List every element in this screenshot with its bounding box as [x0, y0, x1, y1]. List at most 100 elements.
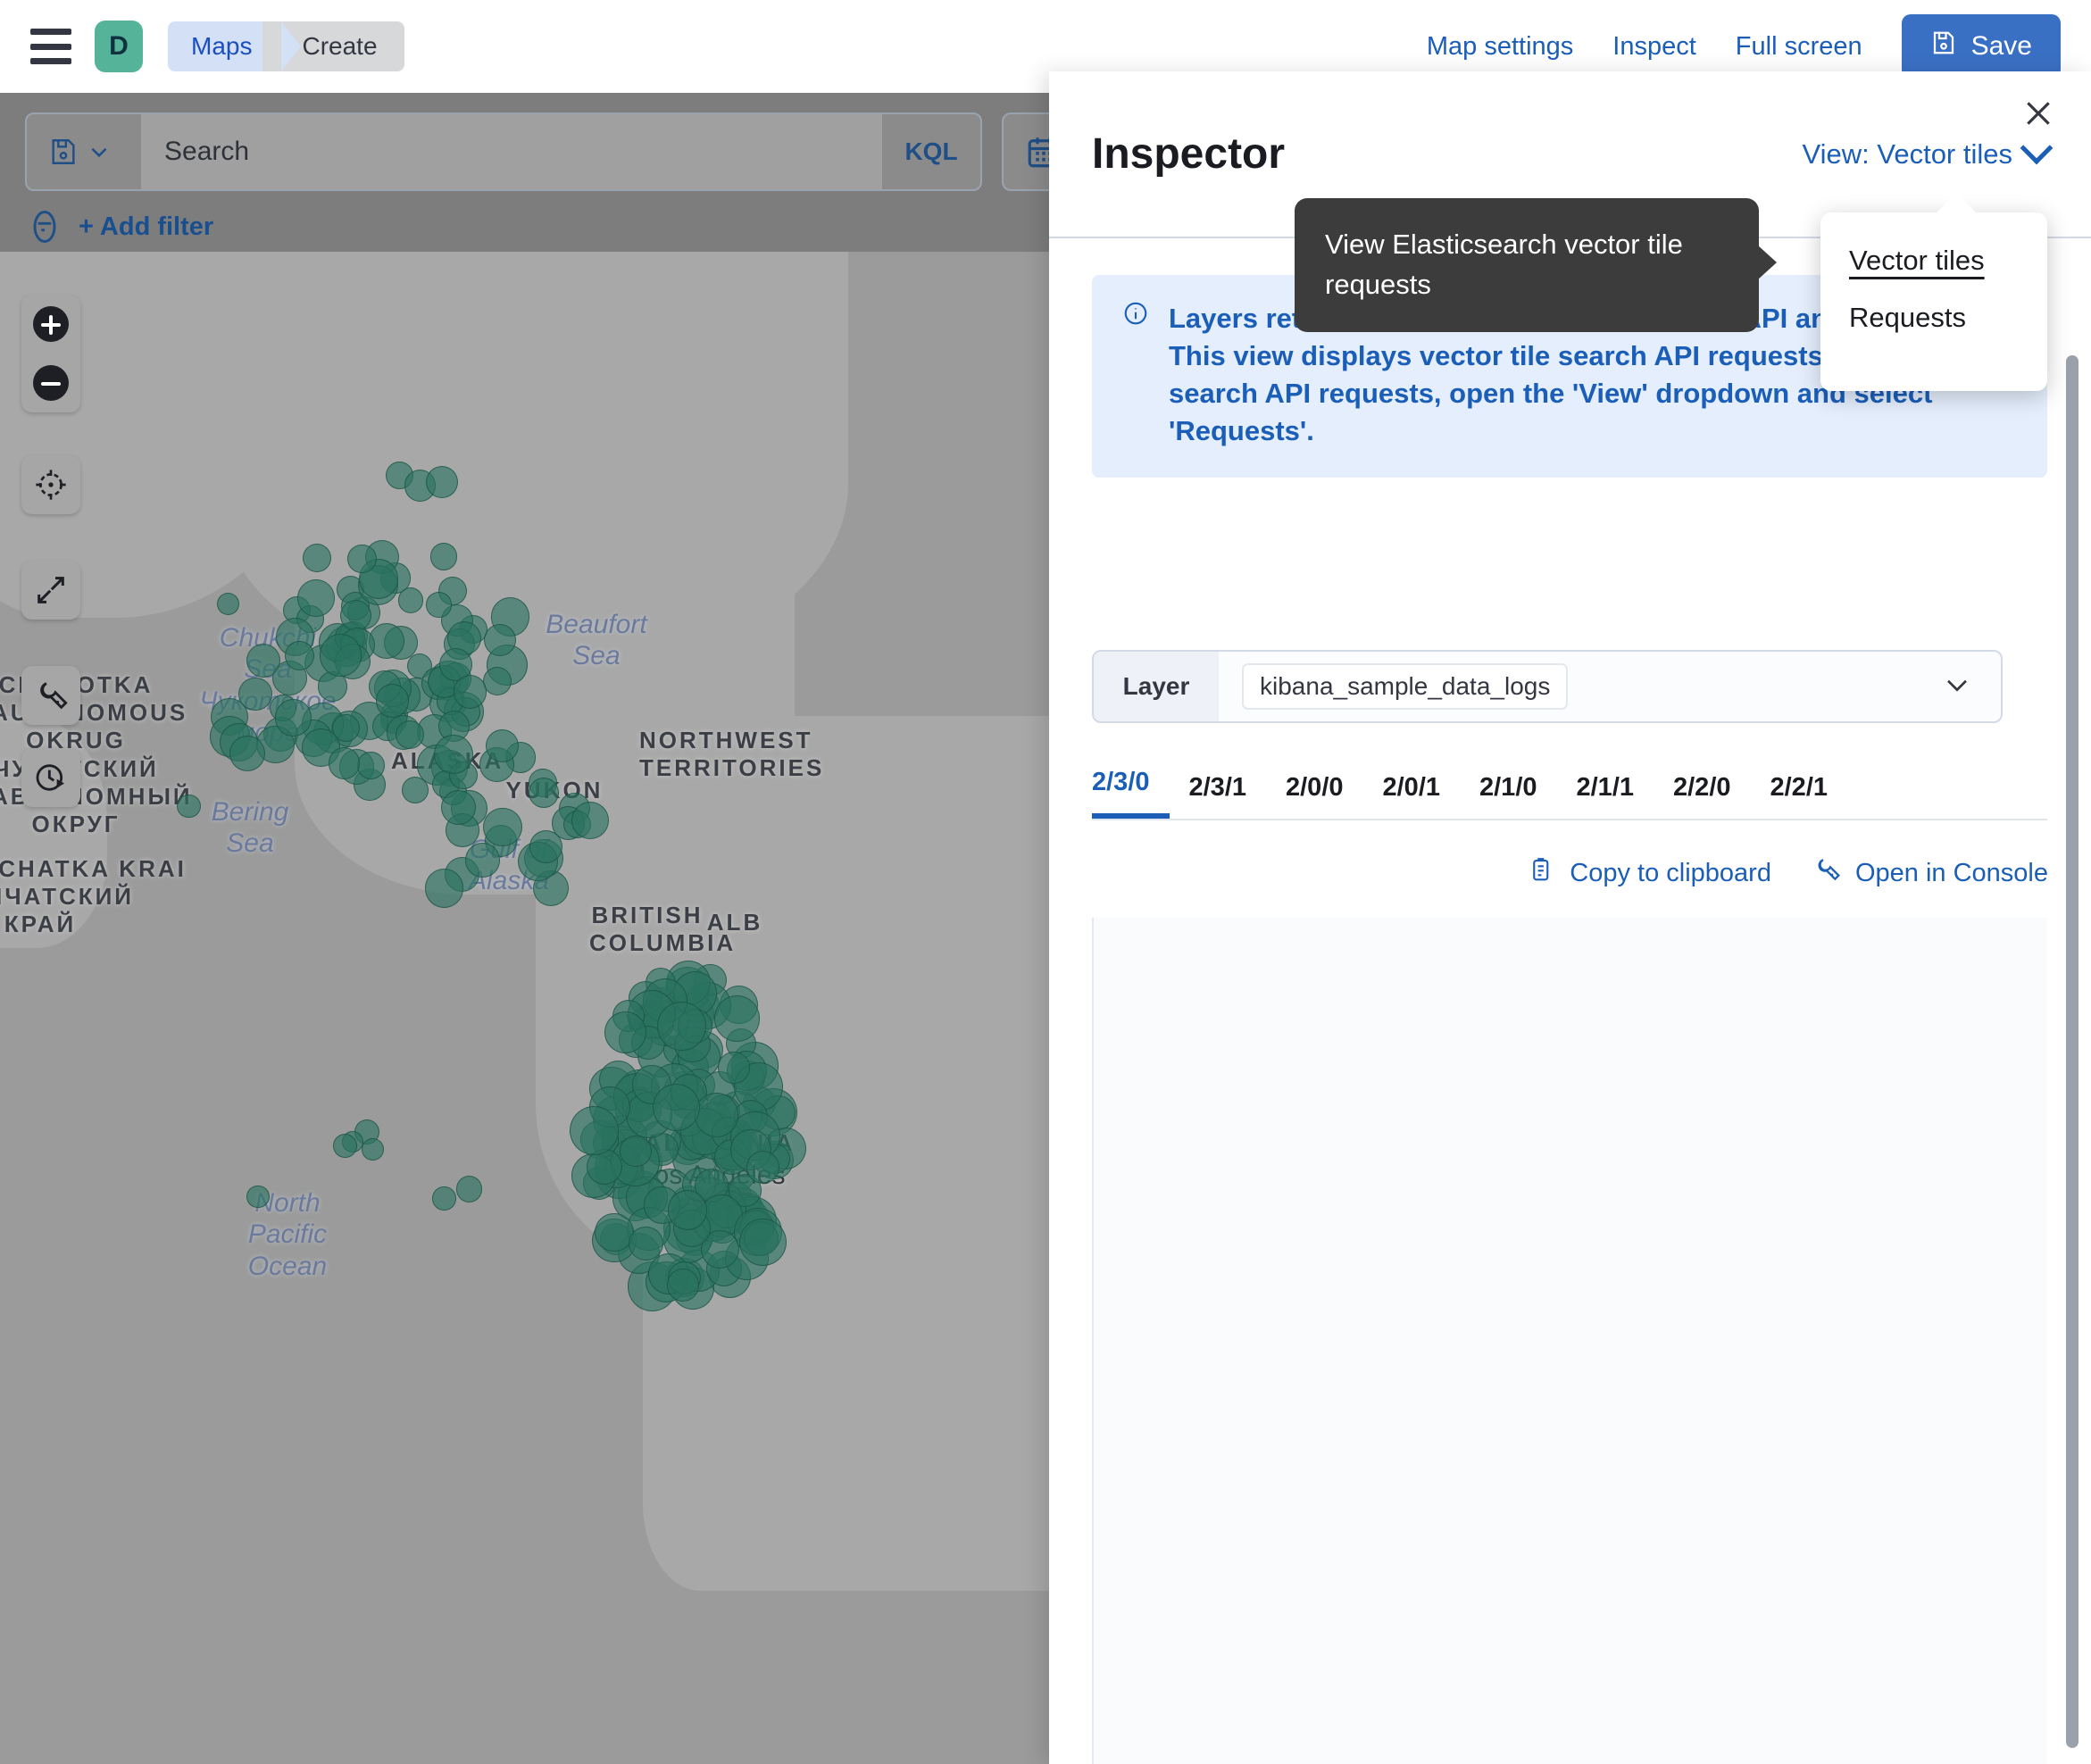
tile-tab-2-1-0[interactable]: 2/1/0 [1479, 773, 1537, 802]
query-language-button[interactable]: KQL [904, 137, 958, 165]
map-data-point [395, 720, 425, 750]
view-menu-item-vector-tiles[interactable]: Vector tiles [1849, 245, 1985, 276]
map-tools-button[interactable] [21, 666, 80, 725]
map-data-point [713, 994, 761, 1042]
view-menu-item-requests[interactable]: Requests [1849, 302, 1966, 333]
info-circle-icon [1122, 300, 1149, 451]
tile-tab-2-2-0[interactable]: 2/2/0 [1673, 773, 1731, 802]
chevron-down-icon [91, 147, 107, 158]
map-data-point [666, 1269, 700, 1302]
inspector-flyout: Inspector View: Vector tiles Layers retr… [1049, 71, 2091, 1764]
view-selector-tooltip: View Elasticsearch vector tile requests [1295, 198, 1777, 332]
zoom-in-button[interactable] [21, 295, 80, 354]
map-data-point [570, 1106, 620, 1156]
map-data-point [333, 1134, 357, 1159]
map-data-point [425, 466, 458, 498]
top-nav-actions: Map settings Inspect Full screen Save [1427, 14, 2091, 79]
tile-tab-2-0-1[interactable]: 2/0/1 [1382, 773, 1441, 802]
map-data-point [297, 579, 335, 617]
map-data-point [429, 543, 458, 570]
filter-icon[interactable] [25, 207, 64, 246]
map-data-point [652, 1084, 701, 1132]
map-data-point [620, 1136, 652, 1168]
layer-label: Layer [1094, 652, 1219, 721]
page-title: Inspector [1092, 130, 1286, 178]
map-data-point [718, 1052, 750, 1084]
map-data-point [455, 1176, 483, 1202]
map-data-point [375, 684, 409, 718]
plus-circle-icon [33, 306, 69, 342]
flyout-scrollbar[interactable] [2066, 355, 2079, 1748]
query-bar-row: Search KQL + Add filter [0, 93, 1049, 252]
breadcrumb: Maps Create [168, 21, 404, 71]
zoom-out-button[interactable] [21, 354, 80, 412]
map-data-point [303, 544, 332, 573]
chevron-down-icon [1942, 670, 1972, 704]
search-bar[interactable]: Search KQL [25, 112, 982, 191]
inspect-link[interactable]: Inspect [1612, 31, 1696, 61]
clock-play-icon [21, 748, 80, 807]
map-data-point [361, 1138, 384, 1161]
tile-tab-2-1-1[interactable]: 2/1/1 [1576, 773, 1635, 802]
map-data-point [656, 1001, 706, 1051]
map-data-point [529, 829, 563, 863]
code-actions: Copy to clipboard Open in Console [1529, 855, 2048, 891]
request-code-block[interactable] [1092, 918, 2047, 1764]
open-in-console-label: Open in Console [1854, 858, 2048, 887]
copy-to-clipboard-label: Copy to clipboard [1570, 858, 1771, 887]
view-selector-label: View: Vector tiles [1802, 137, 2012, 170]
zoom-controls [21, 295, 80, 412]
timeslider-button[interactable] [21, 748, 80, 807]
map-data-point [238, 677, 272, 711]
map-data-point [425, 869, 464, 908]
calendar-icon[interactable] [1002, 112, 1049, 191]
map-data-point [595, 1212, 634, 1252]
clipboard-icon [1529, 855, 1555, 891]
layer-selector[interactable]: Layer kibana_sample_data_logs [1092, 650, 2003, 723]
layer-value: kibana_sample_data_logs [1242, 663, 1569, 710]
map-data-point [628, 1226, 663, 1261]
map-data-point [746, 1151, 780, 1185]
save-query-icon[interactable] [27, 114, 141, 189]
close-icon[interactable] [2016, 91, 2061, 136]
tile-tab-2-3-1[interactable]: 2/3/1 [1188, 773, 1247, 802]
save-button-label: Save [1970, 31, 2032, 61]
fullscreen-map-button[interactable] [21, 561, 80, 620]
tile-tab-2-3-0[interactable]: 2/3/0 [1092, 768, 1170, 819]
map-data-point [738, 1218, 787, 1266]
map-data-point [274, 699, 312, 736]
map-canvas[interactable]: Chukchi Sea Чукотское мореBeaufort SeaBe… [0, 252, 1049, 1764]
search-input[interactable]: Search [141, 114, 882, 189]
breadcrumb-maps-label: Maps [191, 32, 253, 60]
tile-tab-2-2-1[interactable]: 2/2/1 [1770, 773, 1829, 802]
map-settings-link[interactable]: Map settings [1426, 31, 1574, 61]
add-filter-button[interactable]: + Add filter [79, 212, 214, 241]
view-dropdown-menu: Vector tiles Requests [1820, 193, 2047, 391]
map-data-point [434, 734, 474, 774]
map-data-point [694, 1093, 739, 1137]
top-chrome-bar: D Maps Create Map settings Inspect Full … [0, 0, 2091, 93]
request-code-text [1094, 918, 2047, 937]
view-selector-button[interactable]: View: Vector tiles [1802, 131, 2054, 171]
breadcrumb-create-label: Create [302, 32, 378, 60]
map-data-point [529, 777, 560, 808]
save-button[interactable]: Save [1901, 14, 2061, 79]
hamburger-menu-icon[interactable] [30, 29, 71, 64]
map-data-point [346, 544, 377, 574]
map-data-point [700, 1229, 739, 1269]
copy-to-clipboard-button[interactable]: Copy to clipboard [1529, 855, 1771, 891]
tile-tab-2-0-0[interactable]: 2/0/0 [1286, 773, 1344, 802]
map-data-point [319, 634, 362, 677]
map-data-point [465, 843, 500, 878]
map-label: North Pacific Ocean [247, 1188, 328, 1281]
fit-to-data-button[interactable] [21, 455, 80, 514]
map-data-point [357, 752, 385, 779]
map-data-point [246, 1185, 270, 1209]
map-data-point [484, 624, 517, 657]
open-in-console-button[interactable]: Open in Console [1812, 855, 2048, 891]
map-data-point [397, 587, 424, 613]
avatar[interactable]: D [95, 21, 143, 72]
map-data-point [454, 675, 487, 709]
map-data-point [482, 666, 512, 695]
full-screen-link[interactable]: Full screen [1735, 31, 1862, 61]
